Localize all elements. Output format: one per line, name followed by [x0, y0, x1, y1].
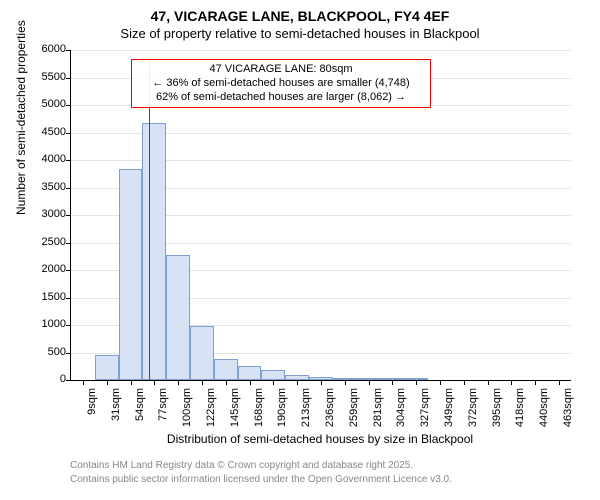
histogram-bar — [142, 123, 166, 380]
annotation-line: 47 VICARAGE LANE: 80sqm — [138, 63, 424, 77]
ytick-label: 0 — [6, 373, 66, 385]
ytick-label: 6000 — [6, 43, 66, 55]
xtick-mark — [154, 380, 155, 385]
ytick-label: 500 — [6, 346, 66, 358]
ytick-label: 1500 — [6, 291, 66, 303]
ytick-label: 3000 — [6, 208, 66, 220]
xtick-label: 304sqm — [395, 388, 407, 448]
xtick-label: 327sqm — [419, 388, 431, 448]
plot-area: 47 VICARAGE LANE: 80sqm← 36% of semi-det… — [70, 50, 571, 381]
ytick-mark — [66, 105, 71, 106]
xtick-label: 190sqm — [276, 388, 288, 448]
xtick-label: 54sqm — [134, 388, 146, 448]
xtick-mark — [83, 380, 84, 385]
annotation-box: 47 VICARAGE LANE: 80sqm← 36% of semi-det… — [131, 59, 431, 108]
xtick-mark — [464, 380, 465, 385]
xtick-mark — [559, 380, 560, 385]
xtick-label: 236sqm — [324, 388, 336, 448]
ytick-mark — [66, 50, 71, 51]
ytick-mark — [66, 270, 71, 271]
ytick-label: 2500 — [6, 236, 66, 248]
xtick-mark — [392, 380, 393, 385]
xtick-label: 122sqm — [205, 388, 217, 448]
xtick-label: 259sqm — [348, 388, 360, 448]
gridline — [71, 50, 571, 51]
ytick-mark — [66, 78, 71, 79]
ytick-mark — [66, 133, 71, 134]
ytick-label: 4500 — [6, 126, 66, 138]
ytick-mark — [66, 215, 71, 216]
footer-line1: Contains HM Land Registry data © Crown c… — [70, 460, 570, 471]
xtick-mark — [535, 380, 536, 385]
xtick-label: 168sqm — [253, 388, 265, 448]
xtick-label: 31sqm — [110, 388, 122, 448]
xtick-mark — [488, 380, 489, 385]
xtick-mark — [178, 380, 179, 385]
xtick-mark — [440, 380, 441, 385]
footer-line2: Contains public sector information licen… — [70, 474, 570, 485]
xtick-mark — [369, 380, 370, 385]
xtick-label: 77sqm — [157, 388, 169, 448]
ytick-mark — [66, 160, 71, 161]
ytick-label: 1000 — [6, 318, 66, 330]
xtick-label: 349sqm — [443, 388, 455, 448]
xtick-mark — [131, 380, 132, 385]
xtick-label: 463sqm — [562, 388, 574, 448]
xtick-label: 372sqm — [467, 388, 479, 448]
xtick-mark — [297, 380, 298, 385]
xtick-label: 440sqm — [538, 388, 550, 448]
xtick-mark — [273, 380, 274, 385]
ytick-mark — [66, 353, 71, 354]
chart-container: 47, VICARAGE LANE, BLACKPOOL, FY4 4EF Si… — [0, 0, 600, 500]
ytick-label: 4000 — [6, 153, 66, 165]
ytick-mark — [66, 380, 71, 381]
histogram-bar — [214, 359, 238, 380]
xtick-label: 9sqm — [86, 388, 98, 448]
xtick-mark — [250, 380, 251, 385]
histogram-bar — [166, 255, 190, 380]
ytick-mark — [66, 325, 71, 326]
ytick-label: 5000 — [6, 98, 66, 110]
xtick-label: 418sqm — [514, 388, 526, 448]
ytick-label: 5500 — [6, 71, 66, 83]
xtick-mark — [202, 380, 203, 385]
xtick-label: 395sqm — [491, 388, 503, 448]
annotation-line: ← 36% of semi-detached houses are smalle… — [138, 77, 424, 91]
xtick-label: 281sqm — [372, 388, 384, 448]
xtick-label: 213sqm — [300, 388, 312, 448]
xtick-mark — [345, 380, 346, 385]
histogram-bar — [119, 169, 143, 380]
xtick-label: 145sqm — [229, 388, 241, 448]
xtick-mark — [107, 380, 108, 385]
xtick-mark — [416, 380, 417, 385]
annotation-line: 62% of semi-detached houses are larger (… — [138, 91, 424, 105]
histogram-bar — [190, 326, 214, 380]
histogram-bar — [95, 355, 119, 380]
ytick-mark — [66, 243, 71, 244]
ytick-label: 3500 — [6, 181, 66, 193]
xtick-mark — [321, 380, 322, 385]
ytick-mark — [66, 188, 71, 189]
ytick-mark — [66, 298, 71, 299]
ytick-label: 2000 — [6, 263, 66, 275]
chart-title-line1: 47, VICARAGE LANE, BLACKPOOL, FY4 4EF — [0, 8, 600, 24]
histogram-bar — [238, 366, 262, 380]
chart-title-line2: Size of property relative to semi-detach… — [0, 26, 600, 41]
histogram-bar — [261, 370, 285, 380]
xtick-mark — [511, 380, 512, 385]
xtick-label: 100sqm — [181, 388, 193, 448]
xtick-mark — [226, 380, 227, 385]
